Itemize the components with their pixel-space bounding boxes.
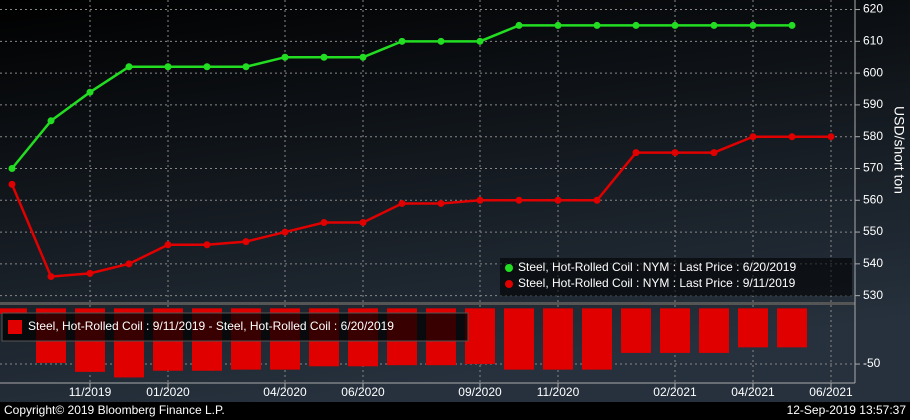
bar	[543, 308, 573, 370]
x-tick-label: 11/2019	[69, 385, 112, 399]
data-point	[359, 219, 367, 227]
legend-marker	[505, 264, 513, 272]
data-point	[359, 53, 367, 61]
x-tick-label: 06/2020	[341, 385, 385, 399]
bar	[777, 308, 807, 348]
y-tick-label: 580	[863, 129, 883, 143]
data-point	[86, 269, 94, 277]
data-point	[554, 196, 562, 204]
data-point	[515, 21, 523, 29]
y-tick-label: 570	[863, 161, 883, 175]
x-tick-label: 04/2020	[263, 385, 307, 399]
data-point	[671, 21, 679, 29]
x-tick-label: 01/2020	[146, 385, 190, 399]
data-point	[476, 37, 484, 45]
data-point	[632, 21, 640, 29]
data-point	[788, 133, 796, 141]
legend-label: Steel, Hot-Rolled Coil : NYM : Last Pric…	[518, 276, 796, 290]
timestamp: 12-Sep-2019 13:57:37	[787, 403, 907, 417]
bar	[738, 308, 768, 348]
bar	[699, 308, 729, 353]
data-point	[593, 196, 601, 204]
y-tick-label: 610	[863, 33, 883, 47]
data-point	[281, 228, 289, 236]
data-point	[281, 53, 289, 61]
x-tick-label: 02/2021	[653, 385, 697, 399]
bar	[504, 308, 534, 370]
legend-marker	[505, 280, 513, 288]
data-point	[710, 21, 718, 29]
x-tick-label: 06/2021	[809, 385, 853, 399]
data-point	[632, 149, 640, 157]
y-tick-label: 600	[863, 65, 883, 79]
bar	[0, 308, 27, 314]
bar	[660, 308, 690, 353]
data-point	[554, 21, 562, 29]
data-point	[164, 241, 172, 249]
x-tick-label: 04/2021	[731, 385, 775, 399]
y-tick-label: 590	[863, 97, 883, 111]
data-point	[203, 63, 211, 71]
bar	[621, 308, 651, 353]
bar	[582, 308, 612, 370]
data-point	[749, 21, 757, 29]
data-point	[8, 164, 16, 172]
data-point	[203, 241, 211, 249]
data-point	[86, 88, 94, 96]
y-tick-label: 560	[863, 192, 883, 206]
data-point	[47, 117, 55, 125]
data-point	[593, 21, 601, 29]
legend-label: Steel, Hot-Rolled Coil : NYM : Last Pric…	[518, 260, 796, 274]
panel-separator	[0, 302, 855, 305]
data-point	[476, 196, 484, 204]
y-tick-label: 530	[863, 288, 883, 302]
copyright: Copyright© 2019 Bloomberg Finance L.P.	[4, 403, 225, 417]
data-point	[710, 149, 718, 157]
data-point	[788, 21, 796, 29]
data-point	[749, 133, 757, 141]
data-point	[398, 37, 406, 45]
x-tick-label: 11/2020	[537, 385, 580, 399]
y-tick-label: 620	[863, 2, 883, 16]
data-point	[242, 63, 250, 71]
data-point	[320, 53, 328, 61]
legend-box	[1, 312, 469, 342]
data-point	[125, 260, 133, 268]
y-tick-label: 540	[863, 256, 883, 270]
y-tick-label: -50	[863, 356, 881, 370]
series-line	[10, 135, 831, 278]
data-point	[47, 273, 55, 281]
legend-label: Steel, Hot-Rolled Coil : 9/11/2019 - Ste…	[28, 319, 394, 333]
bar	[465, 308, 495, 365]
data-point	[242, 238, 250, 246]
data-point	[827, 133, 835, 141]
data-point	[671, 149, 679, 157]
x-tick-label: 09/2020	[458, 385, 502, 399]
y-tick-label: 550	[863, 224, 883, 238]
y-axis-label: USD/short ton	[891, 106, 907, 194]
data-point	[515, 196, 523, 204]
data-point	[437, 199, 445, 207]
data-point	[398, 199, 406, 207]
legend-marker	[8, 320, 22, 334]
data-point	[8, 180, 16, 188]
data-point	[164, 63, 172, 71]
legend-box	[500, 258, 852, 296]
data-point	[125, 63, 133, 71]
data-point	[320, 219, 328, 227]
data-point	[437, 37, 445, 45]
